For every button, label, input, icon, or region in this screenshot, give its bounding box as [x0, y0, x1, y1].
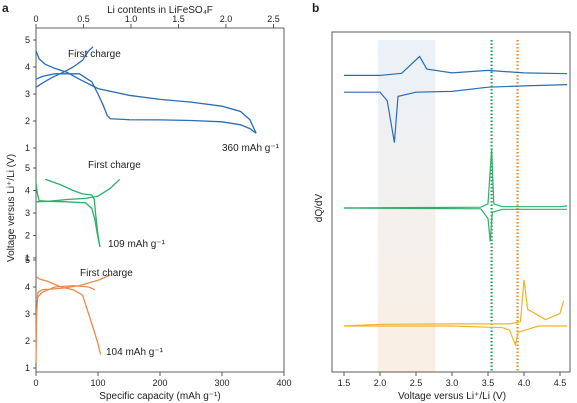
- b-x-tick-label: 2.0: [374, 378, 387, 388]
- top-axis-tick-label: 2.0: [220, 14, 233, 24]
- panel-a-plot: 0 0.5 1.0 1.5 2.0 2.5 0 100 200 300 400 1 2 3 4 5 First …: [25, 14, 292, 388]
- top-axis-tick-label: 0.5: [77, 14, 90, 24]
- dqdv-trace-blue: [344, 84, 568, 143]
- right-y-axis-label: dQ/dV: [314, 194, 325, 223]
- bottom-axis-tick-label: 200: [152, 378, 167, 388]
- b-x-tick-label: 4.5: [554, 378, 567, 388]
- bottom-axis-tick-label: 0: [33, 378, 38, 388]
- bottom-axis-tick-label: 400: [276, 378, 291, 388]
- voltage-curve-orange: [35, 284, 96, 300]
- right-x-axis-label: Voltage versus Li⁺/Li (V): [398, 391, 506, 402]
- top-axis-tick-label: 1.5: [172, 14, 185, 24]
- y-axis-tick-label: 5: [25, 163, 30, 173]
- b-x-tick-label: 2.5: [410, 378, 423, 388]
- voltage-curve-green: [45, 178, 101, 247]
- y-axis-tick-label: 5: [25, 255, 30, 265]
- voltage-curve-orange: [35, 275, 102, 355]
- top-axis-tick-label: 0: [33, 14, 38, 24]
- y-axis-tick-label: 1: [25, 363, 30, 373]
- top-axis-label: Li contents in LiFeSO₄F: [107, 5, 213, 16]
- shaded-band: [377, 40, 436, 372]
- y-axis-tick-label: 1: [25, 143, 30, 153]
- y-axis-tick-label: 3: [25, 309, 30, 319]
- y-axis-tick-label: 2: [25, 336, 30, 346]
- bottom-axis-tick-label: 100: [90, 378, 105, 388]
- y-axis-tick-label: 2: [25, 231, 30, 241]
- y-axis-tick-label: 3: [25, 208, 30, 218]
- left-y-axis-label: Voltage versus Li⁺/Li (V): [6, 154, 17, 262]
- panel-b-plot: 1.5 2.0 2.5 3.0 3.5 4.0 4.5: [331, 31, 571, 388]
- y-axis-tick-label: 1: [25, 253, 30, 263]
- capacity-label: 360 mAh g⁻¹: [222, 143, 280, 154]
- voltage-curve-green: [35, 178, 121, 203]
- y-axis-tick-label: 4: [25, 62, 30, 72]
- y-axis-tick-label: 2: [25, 116, 30, 126]
- dqdv-trace-yellow: [343, 279, 565, 327]
- first-charge-label: First charge: [80, 268, 133, 279]
- first-charge-label: First charge: [68, 49, 121, 60]
- dqdv-trace-yellow: [344, 325, 568, 347]
- dqdv-trace-green: [343, 149, 568, 209]
- top-axis-tick-label: 1.0: [125, 14, 138, 24]
- voltage-curve-blue: [35, 73, 257, 134]
- dqdv-trace-green: [343, 207, 568, 242]
- capacity-label: 109 mAh g⁻¹: [108, 239, 166, 250]
- b-x-tick-label: 1.5: [338, 378, 351, 388]
- bottom-axis-tick-label: 300: [214, 378, 229, 388]
- voltage-curve-green: [35, 182, 101, 247]
- dqdv-trace-blue: [344, 55, 568, 76]
- first-charge-label: First charge: [88, 160, 141, 171]
- left-x-axis-label: Specific capacity (mAh g⁻¹): [99, 391, 220, 402]
- panel-a-letter: a: [2, 1, 9, 15]
- voltage-curve-blue: [35, 46, 94, 88]
- top-axis-tick-label: 2.5: [267, 14, 280, 24]
- y-axis-tick-label: 4: [25, 282, 30, 292]
- b-x-tick-label: 4.0: [518, 378, 531, 388]
- y-axis-tick-label: 4: [25, 186, 30, 196]
- capacity-label: 104 mAh g⁻¹: [106, 347, 164, 358]
- voltage-curve-blue: [35, 50, 257, 134]
- panel-b-frame: [331, 31, 571, 373]
- y-axis-tick-label: 3: [25, 89, 30, 99]
- panel-b-letter: b: [312, 1, 319, 15]
- y-axis-tick-label: 5: [25, 35, 30, 45]
- b-x-tick-label: 3.0: [446, 378, 459, 388]
- b-x-tick-label: 3.5: [482, 378, 495, 388]
